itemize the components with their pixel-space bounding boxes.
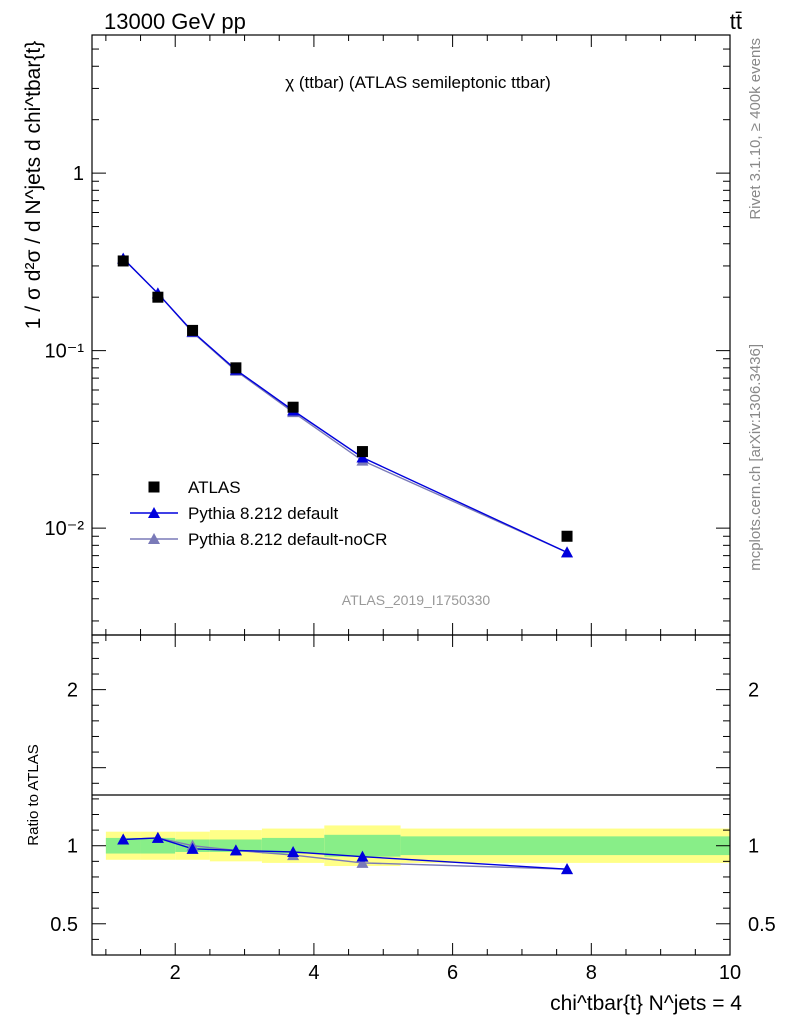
stat-uncertainty-band <box>105 837 141 854</box>
ratio-y-tick-label: 2 <box>67 680 78 702</box>
ratio-y-tick-label-right: 2 <box>748 680 759 702</box>
ratio-series-markers <box>117 831 574 875</box>
ratio-marker <box>151 831 164 843</box>
ratio-panel: 2 4 6 8 10 0.5 0.5 1 1 2 2 Ratio to ATLAS chi^tbar… <box>25 634 776 1015</box>
stat-uncertainty-band <box>324 834 401 857</box>
data-point <box>561 530 573 542</box>
x-tick-label: 6 <box>447 962 458 984</box>
main-y-tick-label: 10⁻² <box>45 518 85 540</box>
x-tick-label: 2 <box>170 962 181 984</box>
ratio-y-tick-label: 0.5 <box>50 914 78 936</box>
ratio-marker <box>186 842 199 854</box>
data-point <box>187 324 199 336</box>
stat-uncertainty-band <box>140 837 176 854</box>
ratio-y-tick-label-right: 0.5 <box>748 914 776 936</box>
x-tick-label: 4 <box>308 962 319 984</box>
analysis-watermark: ATLAS_2019_I1750330 <box>342 592 491 608</box>
legend-label: ATLAS <box>188 478 241 497</box>
header-left: 13000 GeV pp <box>104 9 246 34</box>
legend-marker-data <box>148 481 160 493</box>
stat-uncertainty-band <box>400 836 730 856</box>
ratio-y-tick-label: 1 <box>67 836 78 858</box>
main-panel: χ (ttbar) (ATLAS semileptonic ttbar) ATL… <box>22 34 731 636</box>
ratio-tick-labels: 2 4 6 8 10 0.5 0.5 1 1 2 2 <box>50 680 776 984</box>
data-point <box>152 291 164 303</box>
legend: ATLAS Pythia 8.212 default Pythia 8.212 de… <box>130 478 387 549</box>
main-title: χ (ttbar) (ATLAS semileptonic ttbar) <box>285 73 551 92</box>
ratio-marker <box>356 856 369 868</box>
ratio-marker <box>561 863 574 875</box>
legend-marker-mc <box>148 507 160 518</box>
ratio-plot-frame <box>91 634 731 956</box>
ratio-y-tick-label-right: 1 <box>748 836 759 858</box>
legend-label: Pythia 8.212 default-noCR <box>188 530 387 549</box>
main-series-markers <box>117 252 574 558</box>
legend-label: Pythia 8.212 default <box>188 504 339 523</box>
mc-marker <box>561 546 574 558</box>
rivet-label: Rivet 3.1.10, ≥ 400k events <box>747 38 764 220</box>
x-tick-label: 8 <box>586 962 597 984</box>
main-tick-labels: 1 10⁻¹ 10⁻² <box>45 163 85 540</box>
header-right: tt̄ <box>730 9 742 34</box>
ratio-marker <box>356 850 369 862</box>
data-point <box>117 255 129 267</box>
data-point <box>230 362 242 374</box>
main-y-tick-label: 1 <box>73 163 84 185</box>
ratio-marker <box>287 845 300 857</box>
x-tick-label: 10 <box>719 962 741 984</box>
legend-marker-mc <box>148 533 160 544</box>
ratio-axis-ticks <box>92 635 731 955</box>
ratio-y-axis-label: Ratio to ATLAS <box>25 744 42 845</box>
mcplots-label: mcplots.cern.ch [arXiv:1306.3436] <box>747 344 764 571</box>
x-axis-label: chi^tbar{t} N^jets = 4 <box>550 992 742 1015</box>
main-y-tick-label: 10⁻¹ <box>45 341 85 363</box>
ratio-marker <box>117 833 130 845</box>
main-y-axis-label: 1 / σ d²σ / d N^jets d chi^tbar{t} <box>22 41 45 329</box>
stat-uncertainty-band <box>261 837 325 854</box>
ratio-marker <box>229 844 242 856</box>
data-point <box>356 446 368 458</box>
data-point <box>287 401 299 413</box>
